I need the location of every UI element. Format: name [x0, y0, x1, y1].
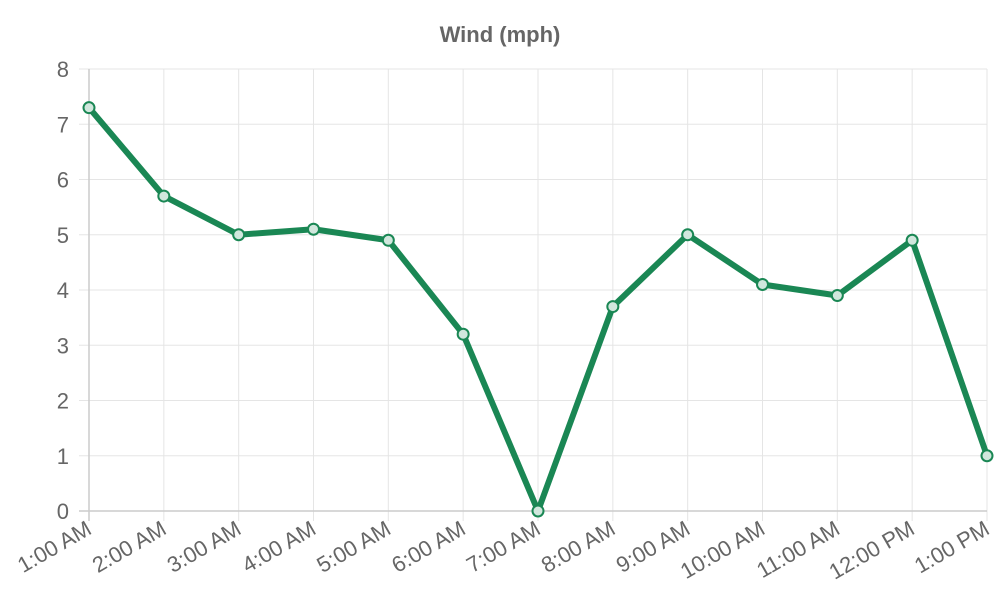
x-tick-label: 1:00 PM: [910, 516, 993, 579]
x-tick-label: 5:00 AM: [312, 516, 394, 578]
y-tick-label: 0: [57, 499, 69, 524]
y-tick-label: 4: [57, 278, 69, 303]
x-tick-label: 7:00 AM: [462, 516, 544, 578]
data-point[interactable]: [82, 101, 96, 115]
data-point[interactable]: [157, 189, 171, 203]
x-tick-label: 6:00 AM: [387, 516, 469, 578]
axes: [79, 69, 987, 521]
data-point[interactable]: [830, 289, 844, 303]
data-point[interactable]: [980, 449, 994, 463]
data-point[interactable]: [606, 300, 620, 314]
x-tick-label: 3:00 AM: [163, 516, 245, 578]
data-point[interactable]: [756, 277, 769, 291]
y-tick-label: 6: [57, 168, 69, 193]
x-tick-label: 1:00 AM: [13, 516, 95, 578]
y-tick-label: 2: [57, 389, 69, 414]
x-tick-label: 4:00 AM: [238, 516, 320, 578]
data-point[interactable]: [456, 327, 470, 341]
y-tick-label: 1: [57, 444, 69, 469]
x-tick-label: 8:00 AM: [537, 516, 619, 578]
data-points: [82, 101, 994, 518]
chart-title: Wind (mph): [440, 22, 561, 47]
grid: [79, 68, 988, 521]
y-tick-label: 3: [57, 333, 69, 358]
data-point[interactable]: [307, 222, 320, 236]
x-tick-label: 12:00 PM: [825, 516, 919, 585]
data-point[interactable]: [681, 228, 695, 242]
data-point[interactable]: [531, 504, 545, 518]
data-point[interactable]: [905, 233, 919, 247]
data-point[interactable]: [381, 233, 395, 247]
x-tick-label: 10:00 AM: [676, 516, 769, 584]
x-axis-ticks: 1:00 AM2:00 AM3:00 AM4:00 AM5:00 AM6:00 …: [13, 516, 993, 585]
y-tick-label: 7: [57, 112, 69, 137]
data-point[interactable]: [232, 228, 246, 242]
y-axis-ticks: 0 1 2 3 4 5 6 7 8: [57, 57, 69, 524]
x-tick-label: 2:00 AM: [88, 516, 170, 578]
y-tick-label: 5: [57, 223, 69, 248]
y-tick-label: 8: [57, 57, 69, 82]
